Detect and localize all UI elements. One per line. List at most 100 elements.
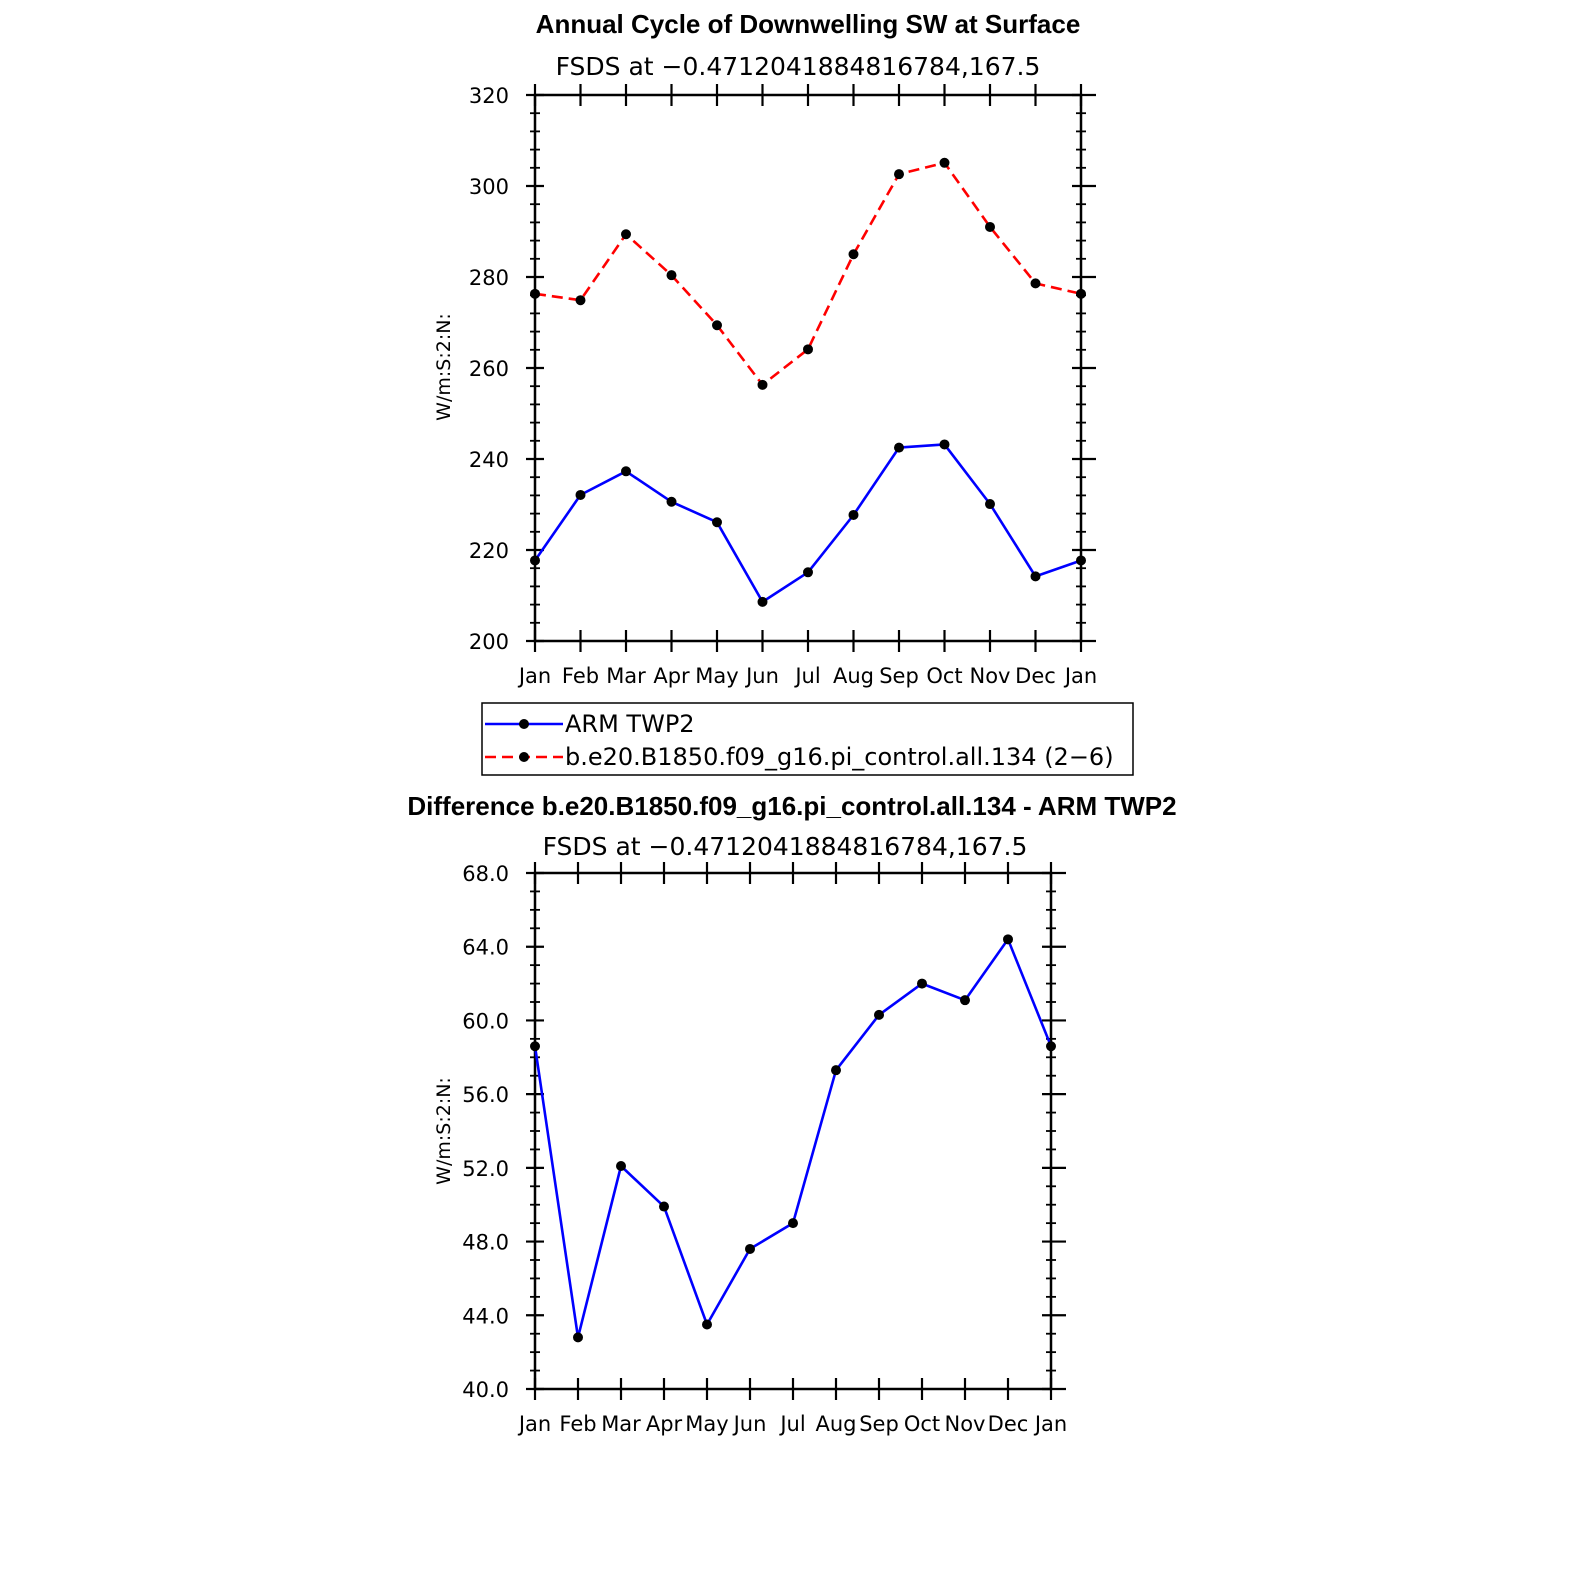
y-tick-label: 200 (469, 630, 509, 654)
y-tick-label: 320 (469, 84, 509, 108)
data-point (616, 1161, 626, 1172)
data-point (939, 157, 950, 168)
difference-chart: Difference b.e20.B1850.f09_g16.pi_contro… (407, 791, 1176, 1436)
y-tick-label: 300 (469, 175, 509, 199)
legend-marker-arm-twp2 (519, 719, 529, 729)
legend-label-model: b.e20.B1850.f09_g16.pi_control.all.134 (… (565, 743, 1114, 771)
y-axis-label: W/m:S:2:N: (433, 1077, 455, 1185)
y-tick-label: 220 (469, 539, 509, 563)
x-tick-labels: Jan Feb Mar Apr May Jun Jul Aug Sep Oct Nov Dec Jan (517, 1412, 1067, 1436)
x-tick-label: Jul (778, 1412, 805, 1436)
data-point (621, 229, 631, 240)
x-tick-label: Jan (517, 664, 551, 688)
y-tick-label: 260 (469, 357, 509, 381)
x-tick-label: Mar (606, 664, 646, 688)
data-point (960, 995, 970, 1006)
data-point (745, 1243, 755, 1254)
y-tick-labels: 40.0 44.0 48.0 52.0 56.0 60.0 64.0 68.0 (462, 862, 509, 1402)
x-tick-label: Apr (646, 1412, 683, 1436)
y-tick-label: 56.0 (462, 1083, 509, 1107)
chart-subtitle: FSDS at −0.4712041884816784,167.5 (543, 832, 1028, 861)
plot-frame (533, 871, 1053, 1391)
x-tick-label: Jun (732, 1412, 767, 1436)
data-point (1046, 1041, 1056, 1052)
x-tick-label: Feb (562, 664, 599, 688)
annual-cycle-chart: Annual Cycle of Downwelling SW at Surfac… (433, 9, 1097, 688)
data-point (530, 555, 540, 566)
data-point (1076, 288, 1086, 299)
x-tick-label: Feb (559, 1412, 596, 1436)
data-point (803, 344, 813, 355)
x-tick-label: Nov (945, 1412, 986, 1436)
chart-subtitle: FSDS at −0.4712041884816784,167.5 (556, 52, 1041, 81)
legend-label-arm-twp2: ARM TWP2 (565, 710, 695, 738)
data-point (712, 517, 722, 528)
data-point (666, 270, 677, 281)
data-point (573, 1332, 583, 1343)
series-group (530, 934, 1056, 1343)
y-tick-label: 64.0 (462, 936, 509, 960)
data-point (917, 978, 927, 989)
y-tick-label: 280 (469, 266, 509, 290)
x-tick-label: Jul (793, 664, 820, 688)
data-point (757, 379, 768, 390)
x-tick-label: May (685, 1412, 728, 1436)
data-point (848, 509, 859, 520)
data-point (621, 466, 631, 477)
data-point (575, 489, 586, 500)
data-point (985, 499, 995, 510)
y-tick-label: 52.0 (462, 1157, 509, 1181)
y-tick-label: 68.0 (462, 862, 509, 886)
x-tick-label: Sep (879, 664, 919, 688)
data-point (1030, 571, 1041, 582)
y-tick-label: 240 (469, 448, 509, 472)
data-point (1003, 934, 1013, 945)
x-tick-labels: Jan Feb Mar Apr May Jun Jul Aug Sep Oct Nov Dec Jan (517, 664, 1097, 688)
series-group (530, 157, 1086, 607)
data-point (894, 169, 904, 180)
x-tick-label: Aug (833, 664, 874, 688)
x-tick-label: Jun (744, 664, 779, 688)
data-point (1030, 278, 1041, 289)
y-tick-label: 60.0 (462, 1009, 509, 1033)
x-tick-label: Oct (926, 664, 962, 688)
x-tick-label: Aug (815, 1412, 856, 1436)
data-point (894, 442, 904, 453)
x-tick-label: Dec (988, 1412, 1029, 1436)
data-point (985, 221, 995, 232)
data-point (702, 1319, 712, 1330)
y-tick-label: 44.0 (462, 1304, 509, 1328)
chart-title: Annual Cycle of Downwelling SW at Surfac… (536, 9, 1081, 39)
y-tick-label: 48.0 (462, 1231, 509, 1255)
legend-box (481, 702, 1134, 776)
x-tick-label: Sep (859, 1412, 899, 1436)
chart-title: Difference b.e20.B1850.f09_g16.pi_contro… (407, 791, 1176, 821)
data-point (530, 1041, 540, 1052)
series-line-arm-twp2 (533, 443, 1082, 604)
data-point (788, 1218, 798, 1229)
data-point (666, 496, 677, 507)
legend: ARM TWP2 b.e20.B1850.f09_g16.pi_control.… (481, 702, 1134, 776)
x-tick-label: Jan (517, 1412, 551, 1436)
axis-ticks (526, 84, 1096, 652)
x-tick-label: Nov (970, 664, 1011, 688)
y-axis-label: W/m:S:2:N: (433, 313, 455, 421)
data-point (757, 596, 768, 607)
x-tick-label: Jan (1063, 664, 1097, 688)
data-point (659, 1201, 669, 1212)
axis-ticks (526, 862, 1066, 1400)
data-point (530, 288, 540, 299)
x-tick-label: May (695, 664, 738, 688)
x-tick-label: Dec (1015, 664, 1056, 688)
data-point (803, 567, 813, 578)
y-tick-labels: 200 220 240 260 280 300 320 (469, 84, 509, 654)
data-point (874, 1009, 884, 1020)
x-tick-label: Oct (904, 1412, 940, 1436)
data-point (1076, 555, 1086, 566)
plot-frame (533, 93, 1083, 643)
x-tick-label: Apr (653, 664, 690, 688)
data-point (575, 295, 586, 306)
x-tick-label: Mar (601, 1412, 641, 1436)
data-point (848, 249, 859, 260)
